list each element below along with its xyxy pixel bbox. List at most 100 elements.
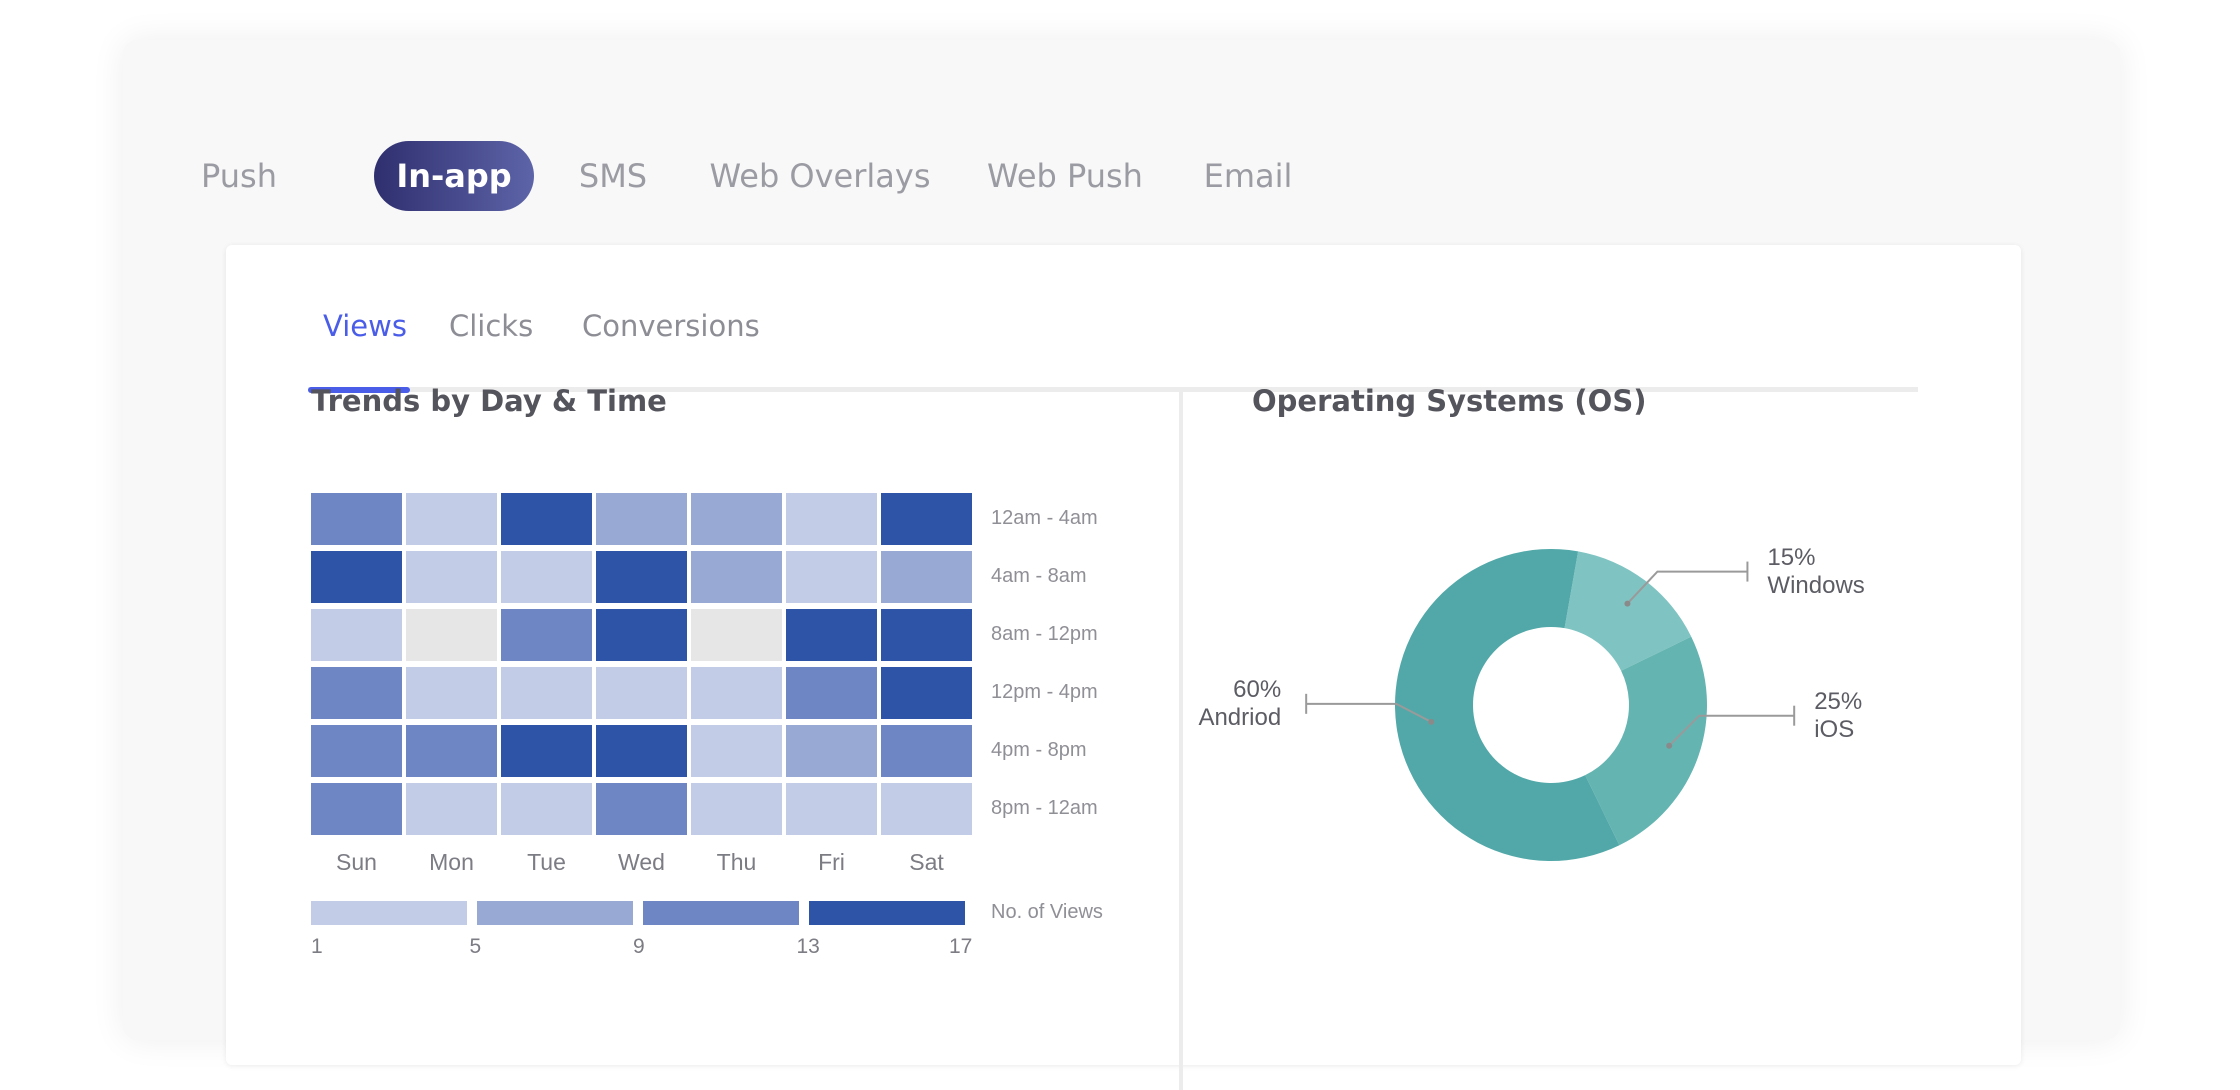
heatmap-cell-sun-8am-12pm	[311, 609, 402, 661]
heatmap-cell-mon-8am-12pm	[406, 609, 497, 661]
channel-tab-sms[interactable]: SMS	[578, 157, 648, 195]
heatmap-cell-fri-12pm-4pm	[786, 667, 877, 719]
os-donut-svg	[1305, 549, 1796, 862]
heatmap-cell-sat-12am-4am	[881, 493, 972, 545]
os-label-andriod: 60% Andriod	[1198, 676, 1281, 732]
heatmap-cell-tue-8pm-12am	[501, 783, 592, 835]
os-name: iOS	[1814, 715, 1855, 743]
metric-tab-views[interactable]: Views	[323, 309, 407, 343]
day-label: Fri	[818, 849, 845, 875]
heatmap-cell-thu-8pm-12am	[691, 783, 782, 835]
time-slot-label: 12pm - 4pm	[991, 681, 1098, 703]
trends-heatmap: 12am - 4am 4am - 8am 8am - 12pm 12pm - 4pm 4…	[226, 245, 1181, 1045]
app-frame: Push In-app SMS Web Overlays Web Push Em…	[123, 40, 2120, 1090]
legend-swatch	[643, 901, 799, 925]
heatmap-cell-sun-12am-4am	[311, 493, 402, 545]
heatmap-cell-wed-12pm-4pm	[596, 667, 687, 719]
legend-swatch	[477, 901, 633, 925]
os-donut-chart: 15% Windows 25% iOS 60% Andriod	[1181, 245, 2021, 1045]
heatmap-cell-thu-12am-4am	[691, 493, 782, 545]
trends-title: Trends by Day & Time	[311, 384, 667, 418]
os-percent: 15%	[1767, 543, 1816, 571]
legend-swatch	[311, 901, 467, 925]
channel-tab-web-push[interactable]: Web Push	[987, 157, 1143, 195]
heatmap-cell-sun-8pm-12am	[311, 783, 402, 835]
legend-swatch	[809, 901, 965, 925]
heatmap-cell-tue-4am-8am	[501, 551, 592, 603]
time-slot-label: 4pm - 8pm	[991, 739, 1087, 761]
heatmap-cell-sun-12pm-4pm	[311, 667, 402, 719]
heatmap-cell-sun-4pm-8pm	[311, 725, 402, 777]
heatmap-cell-sat-12pm-4pm	[881, 667, 972, 719]
metric-tab-clicks[interactable]: Clicks	[449, 309, 534, 343]
legend-tick-label: 13	[796, 935, 820, 958]
heatmap-cell-sat-8am-12pm	[881, 609, 972, 661]
donut-slice-ios	[1585, 636, 1707, 846]
channel-tab-push[interactable]: Push	[201, 157, 277, 195]
analytics-card: Views Clicks Conversions Trends by Day &…	[226, 245, 2021, 1090]
legend-tick-label: 1	[311, 935, 323, 958]
time-slot-label: 8pm - 12am	[991, 797, 1098, 819]
leader-anchor-dot	[1428, 718, 1435, 725]
heatmap-cell-mon-12pm-4pm	[406, 667, 497, 719]
donut-slice-windows	[1564, 551, 1692, 671]
channel-tab-web-overlays[interactable]: Web Overlays	[709, 157, 931, 195]
legend-tick-label: 17	[949, 935, 973, 958]
day-label: Wed	[618, 849, 665, 875]
leader-anchor-dot	[1666, 742, 1673, 749]
channel-tab-in-app[interactable]: In-app	[374, 141, 534, 211]
day-label: Sat	[909, 849, 944, 875]
heatmap-cell-mon-12am-4am	[406, 493, 497, 545]
legend-tick-label: 5	[469, 935, 482, 958]
heatmap-cell-tue-12am-4am	[501, 493, 592, 545]
os-label-windows: 15% Windows	[1767, 544, 1864, 600]
heatmap-cell-sat-8pm-12am	[881, 783, 972, 835]
active-tab-indicator	[308, 387, 410, 393]
heatmap-cell-mon-4pm-8pm	[406, 725, 497, 777]
heatmap-cell-thu-4am-8am	[691, 551, 782, 603]
tab-track	[308, 387, 1918, 392]
heatmap-cell-sun-4am-8am	[311, 551, 402, 603]
heatmap-cell-tue-12pm-4pm	[501, 667, 592, 719]
day-label: Tue	[527, 849, 566, 875]
day-label: Thu	[716, 849, 757, 875]
heatmap-cell-sat-4am-8am	[881, 551, 972, 603]
panel-divider	[1179, 390, 1183, 1090]
os-title: Operating Systems (OS)	[1252, 384, 1647, 418]
leader-line-ios	[1668, 714, 1795, 747]
day-label: Mon	[429, 849, 474, 875]
heatmap-cell-tue-8am-12pm	[501, 609, 592, 661]
os-name: Andriod	[1198, 703, 1282, 731]
heatmap-cell-wed-8pm-12am	[596, 783, 687, 835]
heatmap-cell-thu-4pm-8pm	[691, 725, 782, 777]
heatmap-cell-wed-8am-12pm	[596, 609, 687, 661]
heatmap-cell-wed-4am-8am	[596, 551, 687, 603]
heatmap-cell-wed-12am-4am	[596, 493, 687, 545]
channel-tab-email[interactable]: Email	[1203, 157, 1293, 195]
time-slot-label: 12am - 4am	[991, 507, 1098, 529]
heatmap-cell-mon-8pm-12am	[406, 783, 497, 835]
leader-line-andriod	[1306, 702, 1432, 723]
heatmap-cell-wed-4pm-8pm	[596, 725, 687, 777]
os-name: Windows	[1767, 571, 1865, 599]
heatmap-cell-fri-4am-8am	[786, 551, 877, 603]
time-slot-label: 8am - 12pm	[991, 623, 1098, 645]
day-label: Sun	[336, 849, 377, 875]
os-label-ios: 25% iOS	[1814, 688, 1862, 744]
heatmap-cell-thu-8am-12pm	[691, 609, 782, 661]
leader-line-windows	[1626, 570, 1748, 605]
heatmap-cell-fri-8pm-12am	[786, 783, 877, 835]
heatmap-cell-fri-8am-12pm	[786, 609, 877, 661]
heatmap-cell-tue-4pm-8pm	[501, 725, 592, 777]
donut-slice-andriod	[1395, 549, 1620, 862]
time-slot-label: 4am - 8am	[991, 565, 1087, 587]
os-percent: 25%	[1814, 687, 1863, 715]
heatmap-cell-mon-4am-8am	[406, 551, 497, 603]
heatmap-cell-fri-4pm-8pm	[786, 725, 877, 777]
legend-tick-label: 9	[633, 935, 645, 958]
metric-tab-conversions[interactable]: Conversions	[582, 309, 760, 343]
heatmap-cell-thu-12pm-4pm	[691, 667, 782, 719]
os-percent: 60%	[1233, 675, 1282, 703]
leader-anchor-dot	[1624, 600, 1631, 607]
legend-title: No. of Views	[991, 901, 1103, 923]
